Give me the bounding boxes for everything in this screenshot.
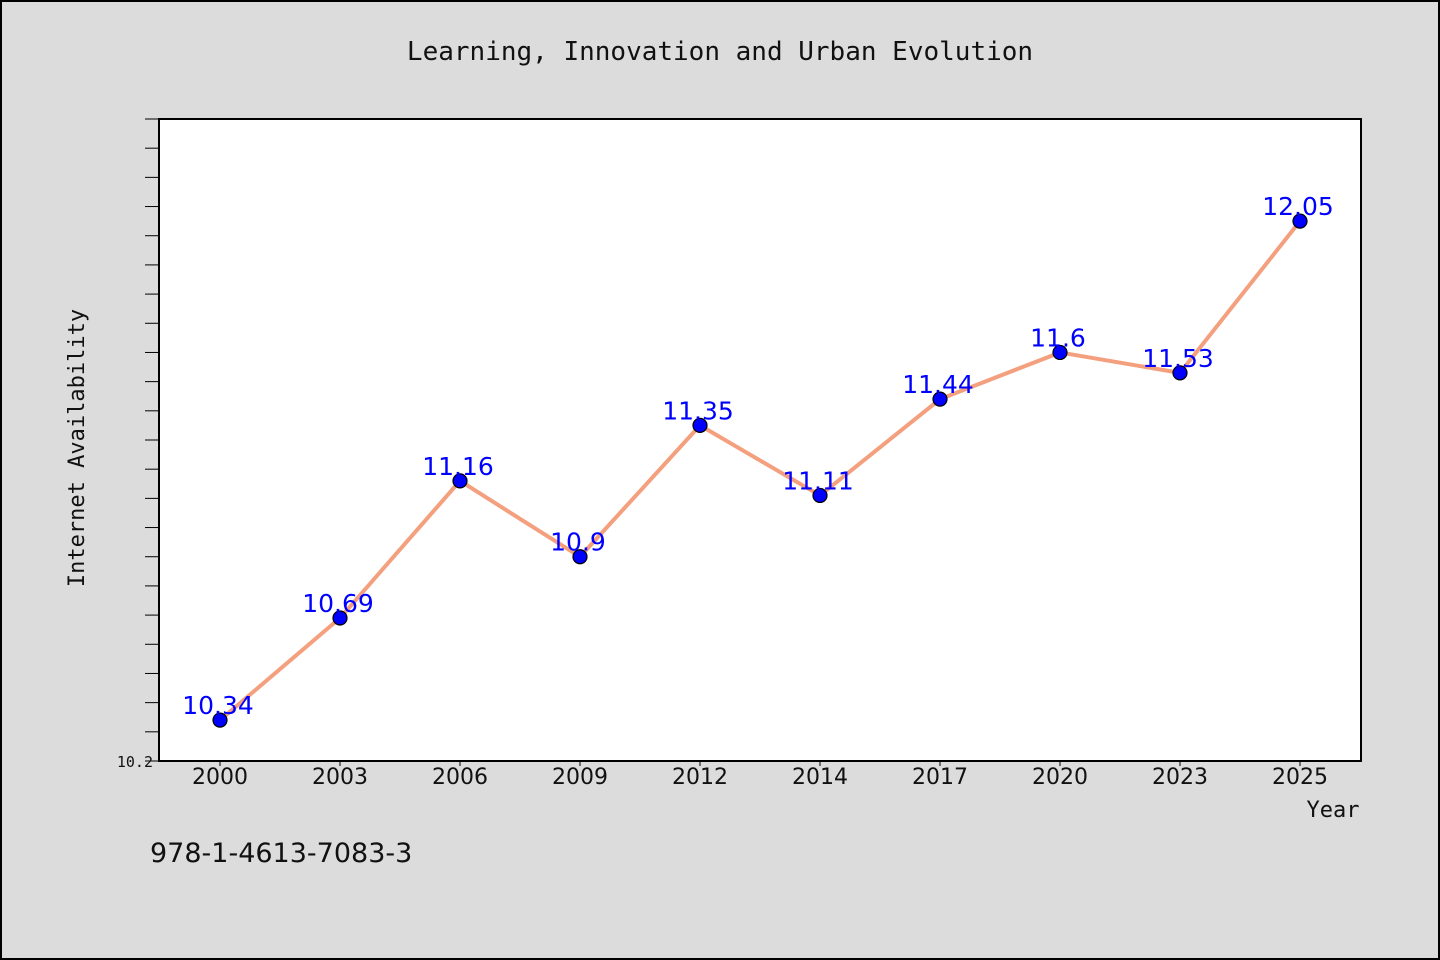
data-label: 10.69 (302, 589, 374, 618)
data-point (212, 712, 228, 728)
y-tick-label: 10.2 (117, 753, 153, 771)
y-axis-label: Internet Availability (65, 309, 90, 587)
data-label: 10.34 (182, 691, 254, 720)
x-tick-label: 2003 (312, 765, 368, 790)
plot-area (158, 118, 1362, 762)
data-label: 11.35 (662, 396, 734, 425)
x-tick-label: 2014 (792, 765, 848, 790)
isbn-footer: 978-1-4613-7083-3 (150, 838, 412, 869)
x-tick-label: 2006 (432, 765, 488, 790)
x-tick-label: 2025 (1272, 765, 1328, 790)
data-label: 11.6 (1030, 323, 1086, 352)
data-label: 10.9 (550, 528, 606, 557)
chart-title: Learning, Innovation and Urban Evolution (407, 37, 1033, 67)
x-axis-ticks: 2000 2003 2006 2009 2012 2014 2017 2020 2023 2025 (192, 761, 1328, 790)
data-point (1052, 344, 1068, 361)
data-label: 11.11 (782, 466, 854, 495)
data-point (332, 610, 348, 626)
x-tick-label: 2017 (912, 765, 968, 790)
x-tick-label: 2000 (192, 765, 248, 790)
data-point (452, 473, 468, 489)
data-label: 12.05 (1262, 192, 1334, 221)
data-point (692, 417, 708, 434)
data-point (572, 549, 588, 565)
data-point (812, 487, 828, 504)
series-internet-availability: 10.34 10.69 11.16 10.9 11.35 11.11 11.44 11.6 11… (182, 192, 1334, 728)
x-tick-label: 2020 (1032, 765, 1088, 790)
y-axis-ticks: 10.2 (117, 118, 159, 771)
data-label: 11.53 (1142, 344, 1214, 373)
x-tick-label: 2009 (552, 765, 608, 790)
data-label: 11.16 (422, 452, 494, 481)
data-point (1292, 213, 1308, 229)
data-point (1172, 365, 1188, 381)
data-point (932, 391, 948, 407)
x-tick-label: 2023 (1152, 765, 1208, 790)
data-label: 11.44 (902, 370, 974, 399)
series-line (218, 219, 1302, 723)
x-axis-label: Year (1307, 798, 1360, 823)
x-tick-label: 2012 (672, 765, 728, 790)
